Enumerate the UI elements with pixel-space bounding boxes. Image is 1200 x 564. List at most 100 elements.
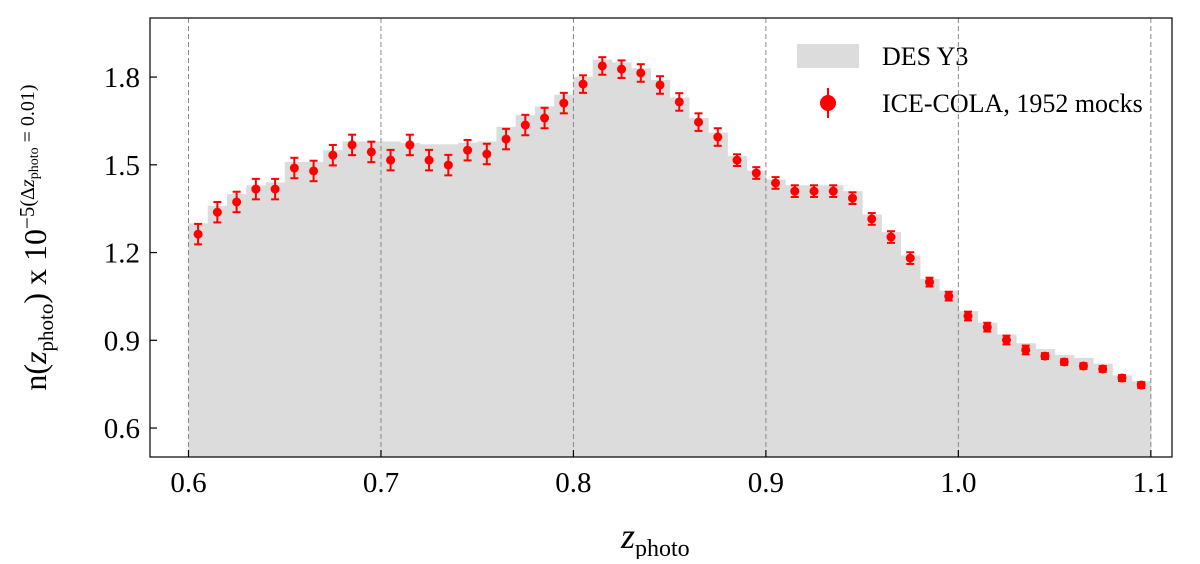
legend-swatch [797,44,859,68]
error-point [405,133,415,157]
histogram-bar [323,150,343,457]
error-point [270,177,280,201]
error-point [232,190,242,214]
point [1021,345,1031,355]
point [886,232,896,242]
histogram-bar [380,141,401,458]
error-point [905,251,915,265]
y-axis-label: n(zphoto) x 10−5(Δzphoto = 0.01) [15,84,58,390]
histogram-bar [1131,381,1152,457]
histogram-bar [457,142,478,457]
point [732,155,742,165]
error-point [328,143,338,167]
y-axis-label-part: z [17,351,53,365]
histogram-bar [900,255,921,457]
histogram-bar [862,214,882,457]
histogram-bar [284,161,305,458]
y-axis-label-part: photo [34,304,58,352]
error-point [597,56,607,76]
point [713,132,723,142]
y-tick-label: 0.6 [104,413,140,445]
y-tick-label: 0.9 [104,325,140,357]
histogram-bar [1035,349,1056,457]
point [424,155,434,165]
histogram-bar [400,142,420,457]
histogram-bar [554,94,574,458]
point [289,163,299,173]
point [867,214,877,224]
error-point [212,200,222,224]
error-point [732,153,742,167]
point [905,253,915,263]
x-tick-label: 0.6 [170,467,206,499]
y-tick-label: 1.2 [104,238,140,270]
point [963,311,973,321]
histogram-bar [631,68,651,458]
x-axis-label: zphoto [620,516,690,559]
point [193,229,203,239]
point [328,150,338,160]
histogram-bar [977,322,998,457]
histogram-bar [188,223,209,457]
point [597,61,607,71]
error-point [540,106,550,130]
error-point [366,140,376,164]
error-point [963,310,973,322]
error-point [809,184,819,198]
histogram-bar [881,232,902,457]
error-point [1098,364,1108,374]
error-point [867,212,877,226]
point [386,155,396,165]
histogram-bar [958,311,979,457]
histogram-bar [804,185,825,457]
error-point [386,148,396,172]
error-point [617,59,627,79]
error-point [1117,373,1127,383]
point [578,79,588,89]
point [347,140,357,150]
point [1078,361,1088,371]
point [828,186,838,196]
error-point [443,153,453,177]
error-point [674,92,684,112]
histogram-bar [361,141,382,458]
point [251,184,261,194]
histogram-bar [477,141,497,458]
histogram-bar [939,290,959,457]
point [443,160,453,170]
y-axis-note-part: z [17,179,39,188]
error-point [694,112,704,132]
histogram-bar [534,106,555,457]
point [982,322,992,332]
point [771,178,781,188]
error-point [1001,334,1011,346]
point [232,197,242,207]
error-point [463,138,473,162]
histogram-bar [688,118,709,457]
point [751,168,761,178]
x-tick-label: 1.1 [1133,467,1169,499]
error-point [944,290,954,302]
point [405,140,415,150]
histogram-bar [669,97,690,457]
histogram-bar [419,144,440,457]
histogram-bar [708,132,728,457]
histogram-bar [823,185,844,457]
point [1117,373,1127,383]
histogram-bar [611,62,632,458]
histogram-bar [496,126,517,457]
histogram-bar [746,170,767,457]
x-axis-label-part: photo [635,536,690,559]
error-point [501,127,511,151]
point [1040,351,1050,361]
histogram-bar [515,115,536,458]
histogram-bar [765,179,786,457]
histogram-bar [996,334,1017,457]
point [1059,357,1069,367]
error-point [1040,351,1050,361]
point [674,97,684,107]
histogram-bar [342,141,363,458]
histogram-bar [842,191,863,457]
x-tick-label: 1.0 [940,467,976,499]
